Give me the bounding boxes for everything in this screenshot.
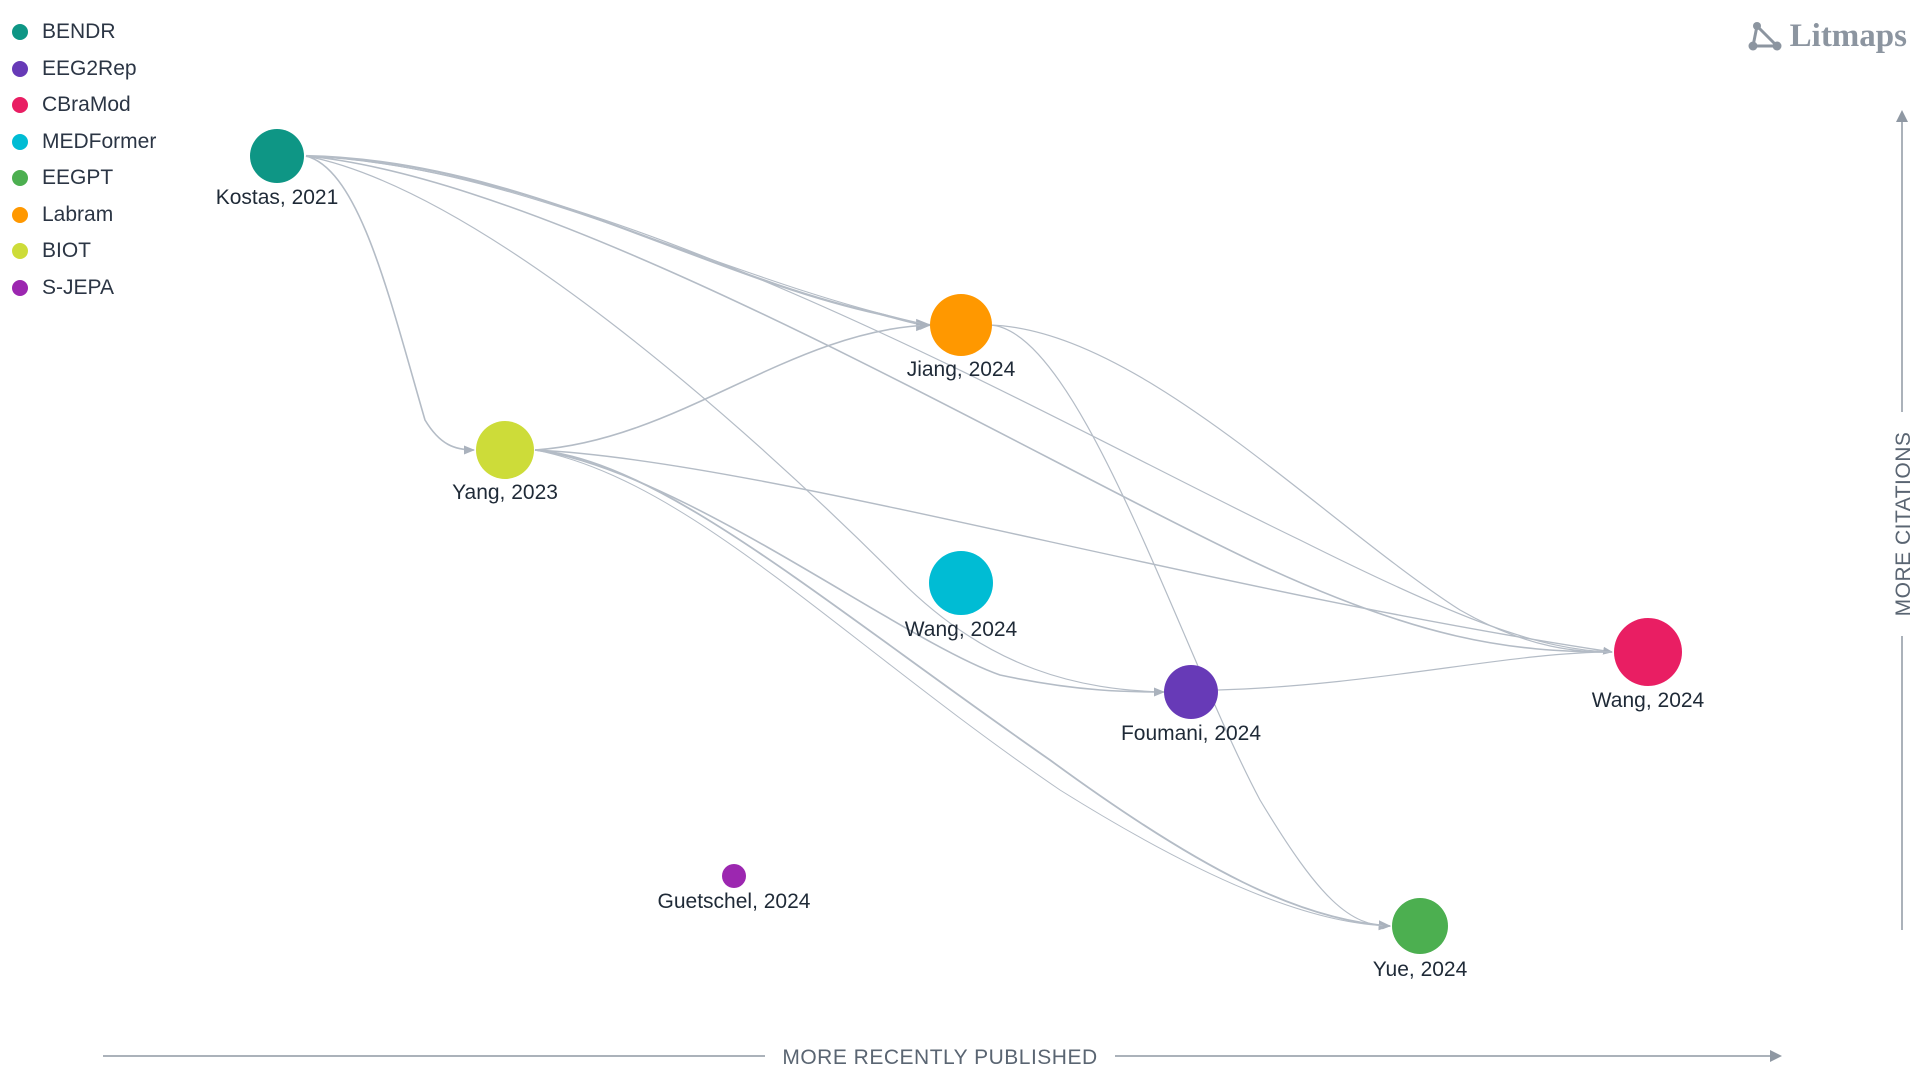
paper-node-label: Kostas, 2021 — [216, 186, 339, 209]
brand-name: Litmaps — [1789, 18, 1907, 54]
edge-biot-eeg2rep — [534, 449, 1166, 697]
edge-bendr-biot — [305, 155, 476, 455]
paper-node-circle[interactable] — [476, 421, 534, 479]
legend-dot — [12, 206, 28, 223]
paper-node-circle[interactable] — [1164, 665, 1218, 719]
edge-biot-labram — [534, 320, 932, 451]
legend-item[interactable]: S-JEPA — [12, 270, 156, 307]
legend-item[interactable]: EEG2Rep — [12, 51, 156, 88]
paper-node-sjepa[interactable]: Guetschel, 2024 — [658, 864, 811, 913]
legend-item[interactable]: EEGPT — [12, 160, 156, 197]
litmaps-logo-icon — [1748, 21, 1782, 50]
edge-bendr-eeg2rep — [305, 155, 1166, 693]
legend-item[interactable]: MEDFormer — [12, 124, 156, 161]
legend-item[interactable]: BENDR — [12, 14, 156, 51]
edge-bendr-cbramod — [305, 155, 1613, 653]
legend-item[interactable]: BIOT — [12, 233, 156, 270]
legend-dot — [12, 60, 28, 77]
legend-dot — [12, 279, 28, 296]
paper-node-label: Foumani, 2024 — [1121, 722, 1261, 745]
paper-node-label: Wang, 2024 — [1592, 689, 1705, 712]
legend-dot — [12, 243, 28, 260]
edge-labram-eegpt — [989, 324, 1391, 930]
edge-biot-eegpt-2 — [534, 449, 1391, 927]
edge-bendr-labram — [305, 154, 932, 332]
legend-dot — [12, 97, 28, 114]
citation-edges — [305, 154, 1613, 931]
legend-label: CBraMod — [42, 93, 131, 117]
y-axis: MORE CITATIONS — [1892, 110, 1915, 930]
legend-dot — [12, 24, 28, 41]
paper-node-circle[interactable] — [929, 551, 993, 615]
legend-item[interactable]: Labram — [12, 197, 156, 234]
paper-node-label: Jiang, 2024 — [907, 358, 1016, 381]
x-axis: MORE RECENTLY PUBLISHED — [103, 1046, 1782, 1069]
paper-node-labram[interactable]: Jiang, 2024 — [907, 294, 1016, 381]
paper-node-label: Wang, 2024 — [905, 618, 1018, 641]
legend: BENDR EEG2Rep CBraMod MEDFormer EEGPT Labram B… — [12, 14, 156, 306]
litmaps-logo[interactable]: Litmaps — [1748, 18, 1907, 55]
y-axis-arrow-icon — [1896, 110, 1908, 122]
legend-dot — [12, 133, 28, 150]
edge-biot-eegpt — [534, 449, 1392, 931]
paper-node-eegpt[interactable]: Yue, 2024 — [1373, 898, 1468, 981]
paper-node-circle[interactable] — [250, 129, 304, 183]
edge-bendr-labram-2 — [305, 155, 929, 326]
paper-node-label: Yang, 2023 — [452, 481, 558, 504]
edge-eeg2rep-cbramod — [1217, 651, 1613, 691]
edge-bendr-cbramod-2 — [305, 155, 1613, 653]
paper-node-medformer[interactable]: Wang, 2024 — [905, 551, 1018, 641]
y-axis-label: MORE CITATIONS — [1892, 432, 1915, 617]
legend-label: BIOT — [42, 239, 92, 263]
paper-node-circle[interactable] — [930, 294, 992, 356]
paper-node-bendr[interactable]: Kostas, 2021 — [216, 129, 339, 209]
paper-node-circle[interactable] — [1614, 618, 1682, 686]
legend-label: EEG2Rep — [42, 56, 137, 80]
legend-label: S-JEPA — [42, 275, 114, 299]
legend-label: MEDFormer — [42, 129, 157, 153]
paper-node-eeg2rep[interactable]: Foumani, 2024 — [1121, 665, 1261, 745]
edge-labram-cbramod — [989, 324, 1613, 653]
legend-label: EEGPT — [42, 166, 114, 190]
paper-node-label: Guetschel, 2024 — [658, 890, 811, 913]
legend-label: BENDR — [42, 20, 116, 44]
edge-biot-cbramod — [534, 449, 1613, 655]
legend-dot — [12, 170, 28, 187]
paper-node-circle[interactable] — [722, 864, 746, 888]
x-axis-arrow-icon — [1770, 1050, 1782, 1062]
x-axis-label: MORE RECENTLY PUBLISHED — [782, 1046, 1097, 1069]
paper-node-label: Yue, 2024 — [1373, 958, 1468, 981]
paper-node-cbramod[interactable]: Wang, 2024 — [1592, 618, 1705, 712]
paper-node-biot[interactable]: Yang, 2023 — [452, 421, 558, 504]
legend-label: Labram — [42, 202, 114, 226]
paper-nodes: Kostas, 2021 Yang, 2023 Jiang, 2024 Wang, 2… — [216, 129, 1705, 981]
paper-node-circle[interactable] — [1392, 898, 1448, 954]
legend-item[interactable]: CBraMod — [12, 87, 156, 124]
